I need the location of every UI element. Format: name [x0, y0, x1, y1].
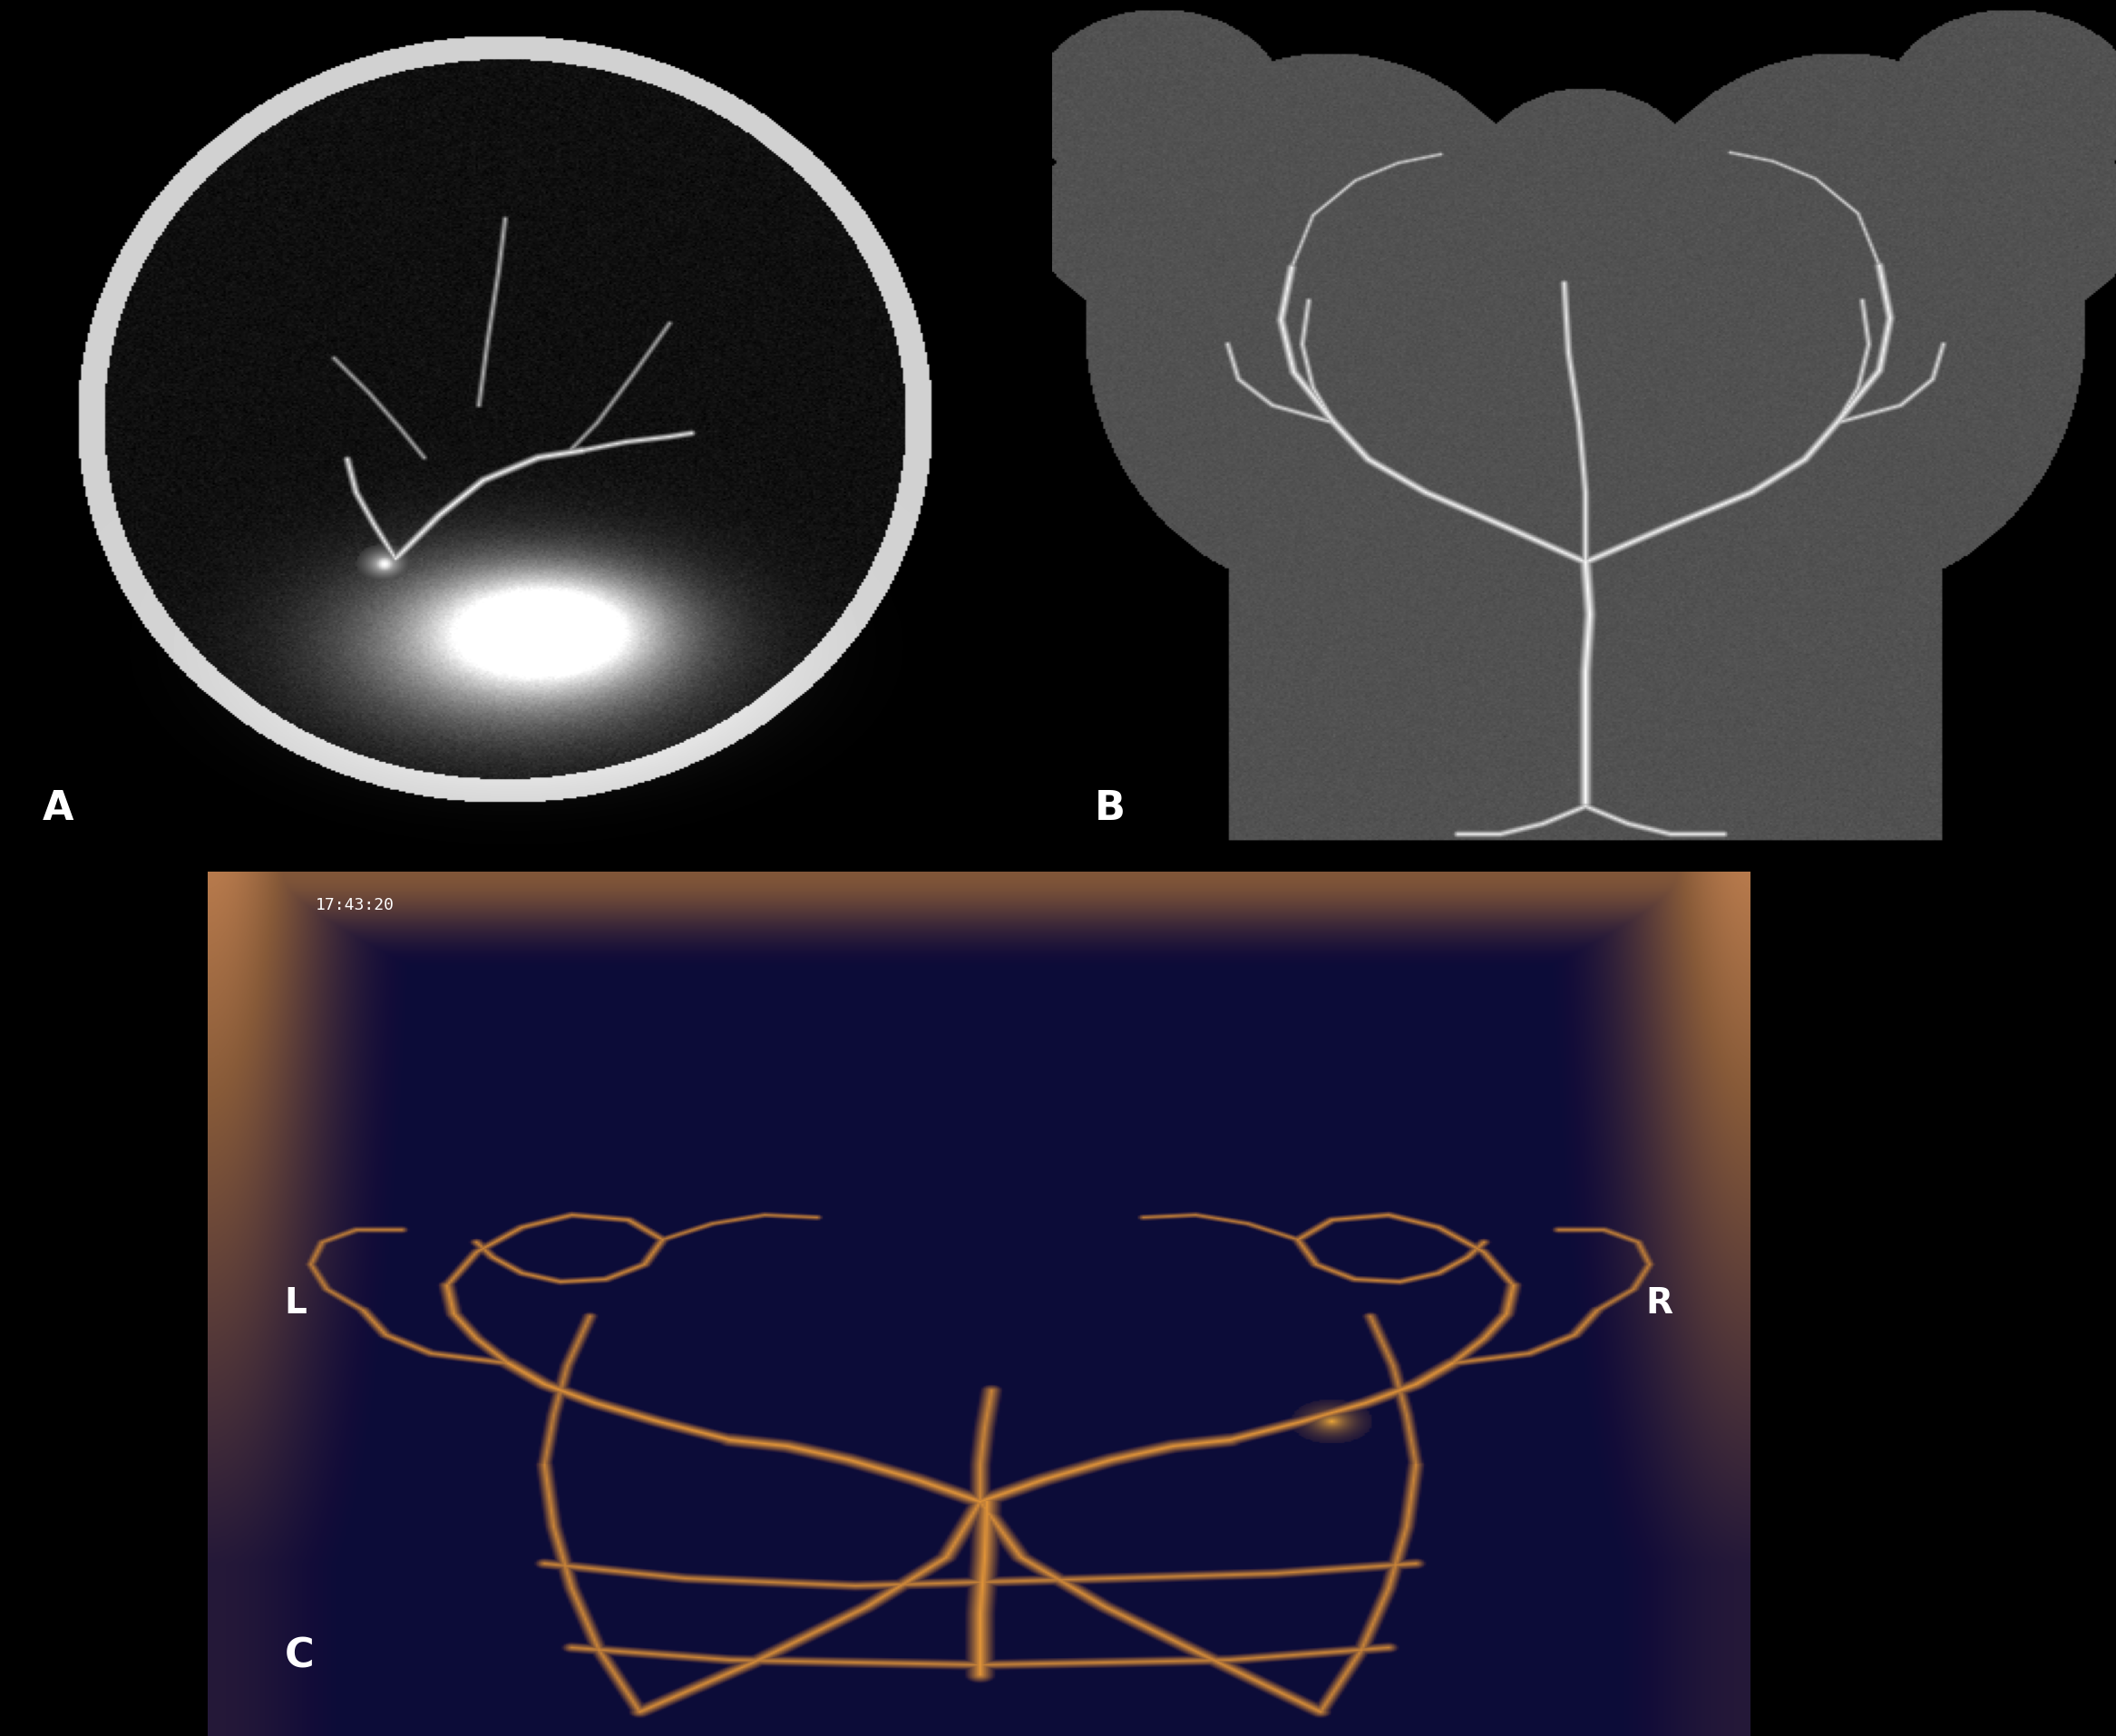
Text: L: L: [284, 1286, 307, 1321]
Text: C: C: [284, 1637, 313, 1675]
Text: A: A: [42, 788, 74, 828]
Text: R: R: [1646, 1286, 1674, 1321]
Text: B: B: [1094, 788, 1126, 828]
Text: 17:43:20: 17:43:20: [315, 898, 394, 913]
